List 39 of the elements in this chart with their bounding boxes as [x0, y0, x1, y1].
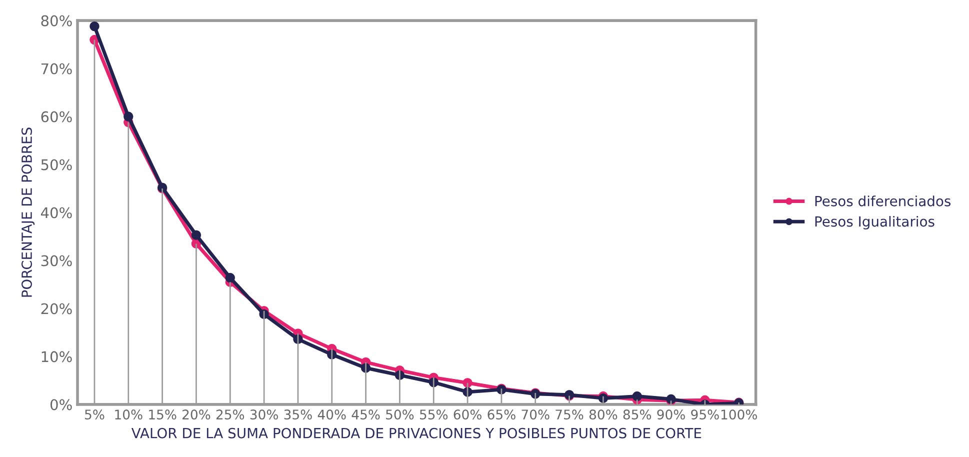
y-tick-label: 40%	[40, 207, 72, 218]
legend-label: Pesos diferenciados	[815, 196, 951, 206]
x-tick-label: 95%	[691, 410, 719, 420]
y-tick-label: 60%	[41, 111, 72, 122]
y-tick-label: 30%	[41, 255, 72, 266]
point	[225, 272, 235, 283]
y-axis-title: PORCENTAJE DE POBRES	[21, 128, 35, 297]
x-tick-label: 30%	[250, 410, 278, 420]
x-tick-label: 50%	[386, 410, 414, 420]
legend-label: Pesos Igualitarios	[815, 216, 934, 230]
point	[191, 230, 202, 240]
y-tick-label: 0%	[50, 399, 72, 410]
x-tick-label: 100%	[721, 410, 757, 420]
y-tick-label: 10%	[42, 351, 72, 362]
y-tick-label: 20%	[41, 303, 72, 314]
point	[90, 21, 100, 32]
x-tick-label: 55%	[420, 410, 448, 420]
x-tick-label: 15%	[149, 410, 176, 420]
x-tick-label: 60%	[454, 410, 482, 420]
y-tick-label: 70%	[41, 63, 72, 74]
x-tick-label: 25%	[216, 410, 244, 420]
x-tick-label: 80%	[589, 410, 618, 420]
x-tick-label: 5%	[85, 410, 104, 420]
x-tick-label: 35%	[284, 410, 312, 420]
x-tick-label: 10%	[115, 410, 142, 420]
point	[632, 391, 642, 402]
x-tick-label: 85%	[623, 410, 652, 420]
x-tick-label: 20%	[182, 410, 210, 420]
x-tick-label: 45%	[352, 410, 380, 420]
x-axis-title: VALOR DE LA SUMA PONDERADA DE PRIVACIONES Y POSIBLES PUNTOS DE CORTE	[131, 428, 702, 438]
x-tick-label: 40%	[318, 410, 346, 420]
x-tick-label: 70%	[522, 410, 550, 420]
point	[124, 112, 134, 122]
x-tick-label: 75%	[556, 410, 584, 420]
point	[462, 378, 472, 388]
y-tick-label: 50%	[41, 159, 72, 170]
y-tick-label: 80%	[41, 15, 72, 26]
x-tick-label: 65%	[488, 410, 516, 420]
x-tick-label: 90%	[657, 410, 685, 420]
